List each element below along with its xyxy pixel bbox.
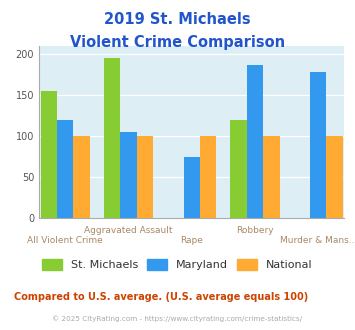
Bar	[184, 156, 200, 218]
Bar	[137, 136, 153, 218]
Text: All Violent Crime: All Violent Crime	[27, 236, 103, 245]
Text: Aggravated Assault: Aggravated Assault	[84, 226, 173, 235]
Bar	[247, 65, 263, 218]
Text: Compared to U.S. average. (U.S. average equals 100): Compared to U.S. average. (U.S. average …	[14, 292, 308, 302]
Text: Rape: Rape	[180, 236, 203, 245]
Text: 2019 St. Michaels: 2019 St. Michaels	[104, 12, 251, 26]
Legend: St. Michaels, Maryland, National: St. Michaels, Maryland, National	[38, 255, 317, 275]
Bar	[230, 120, 247, 218]
Bar	[327, 136, 343, 218]
Bar	[310, 72, 327, 218]
Text: Robbery: Robbery	[236, 226, 274, 235]
Text: Violent Crime Comparison: Violent Crime Comparison	[70, 35, 285, 50]
Text: © 2025 CityRating.com - https://www.cityrating.com/crime-statistics/: © 2025 CityRating.com - https://www.city…	[53, 315, 302, 322]
Bar	[57, 120, 73, 218]
Bar	[40, 91, 57, 218]
Bar	[120, 132, 137, 218]
Bar	[200, 136, 216, 218]
Bar	[73, 136, 90, 218]
Text: Murder & Mans...: Murder & Mans...	[280, 236, 355, 245]
Bar	[104, 58, 120, 218]
Bar	[263, 136, 280, 218]
